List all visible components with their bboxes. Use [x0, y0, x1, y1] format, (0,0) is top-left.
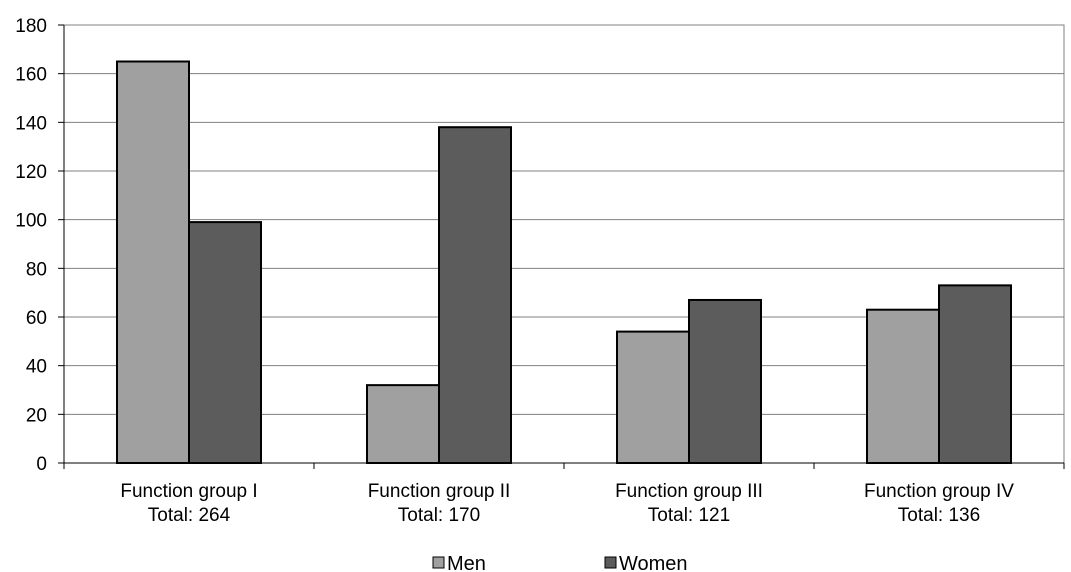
- legend-label-men: Men: [447, 553, 486, 572]
- bar-women-4: [938, 284, 1012, 464]
- bar-women-1: [188, 221, 262, 464]
- category-total-label: Total: 264: [148, 505, 231, 526]
- y-tick-label: 20: [26, 405, 47, 426]
- bar-men-2: [366, 384, 440, 464]
- y-tick-label: 120: [15, 162, 47, 183]
- category-total-label: Total: 136: [898, 505, 980, 526]
- bar-men-1: [116, 60, 190, 464]
- x-axis-labels: Function group I Total: 264 Function group…: [120, 481, 1014, 526]
- category-label: Function group IV: [864, 481, 1014, 502]
- bar-women-3: [688, 298, 762, 465]
- legend-swatch-women: [604, 556, 617, 569]
- legend-label-women: Women: [619, 553, 688, 572]
- y-tick-label: 80: [26, 259, 47, 280]
- category-label: Function group III: [615, 481, 763, 502]
- y-tick-label: 0: [36, 454, 47, 475]
- y-tick-label: 60: [26, 308, 47, 329]
- axes: [63, 25, 1065, 469]
- y-tick-label: 180: [15, 16, 47, 37]
- bar-women-2: [438, 126, 512, 464]
- y-tick-label: 160: [15, 65, 47, 86]
- legend-swatch-men: [432, 556, 445, 569]
- legend: Men Women: [432, 553, 688, 572]
- category-label: Function group II: [368, 481, 511, 502]
- category-total-label: Total: 121: [648, 505, 730, 526]
- y-tick-label: 140: [15, 113, 47, 134]
- category-total-label: Total: 170: [398, 505, 480, 526]
- y-tick-label: 100: [15, 211, 47, 232]
- bar-men-4: [866, 308, 940, 465]
- category-label: Function group I: [120, 481, 257, 502]
- y-tick-label: 40: [26, 357, 47, 378]
- y-axis-ticks: 0 20 40 60 80 100 120 140 160 180: [15, 16, 64, 475]
- bar-men-3: [616, 330, 690, 464]
- bars: [116, 60, 1012, 465]
